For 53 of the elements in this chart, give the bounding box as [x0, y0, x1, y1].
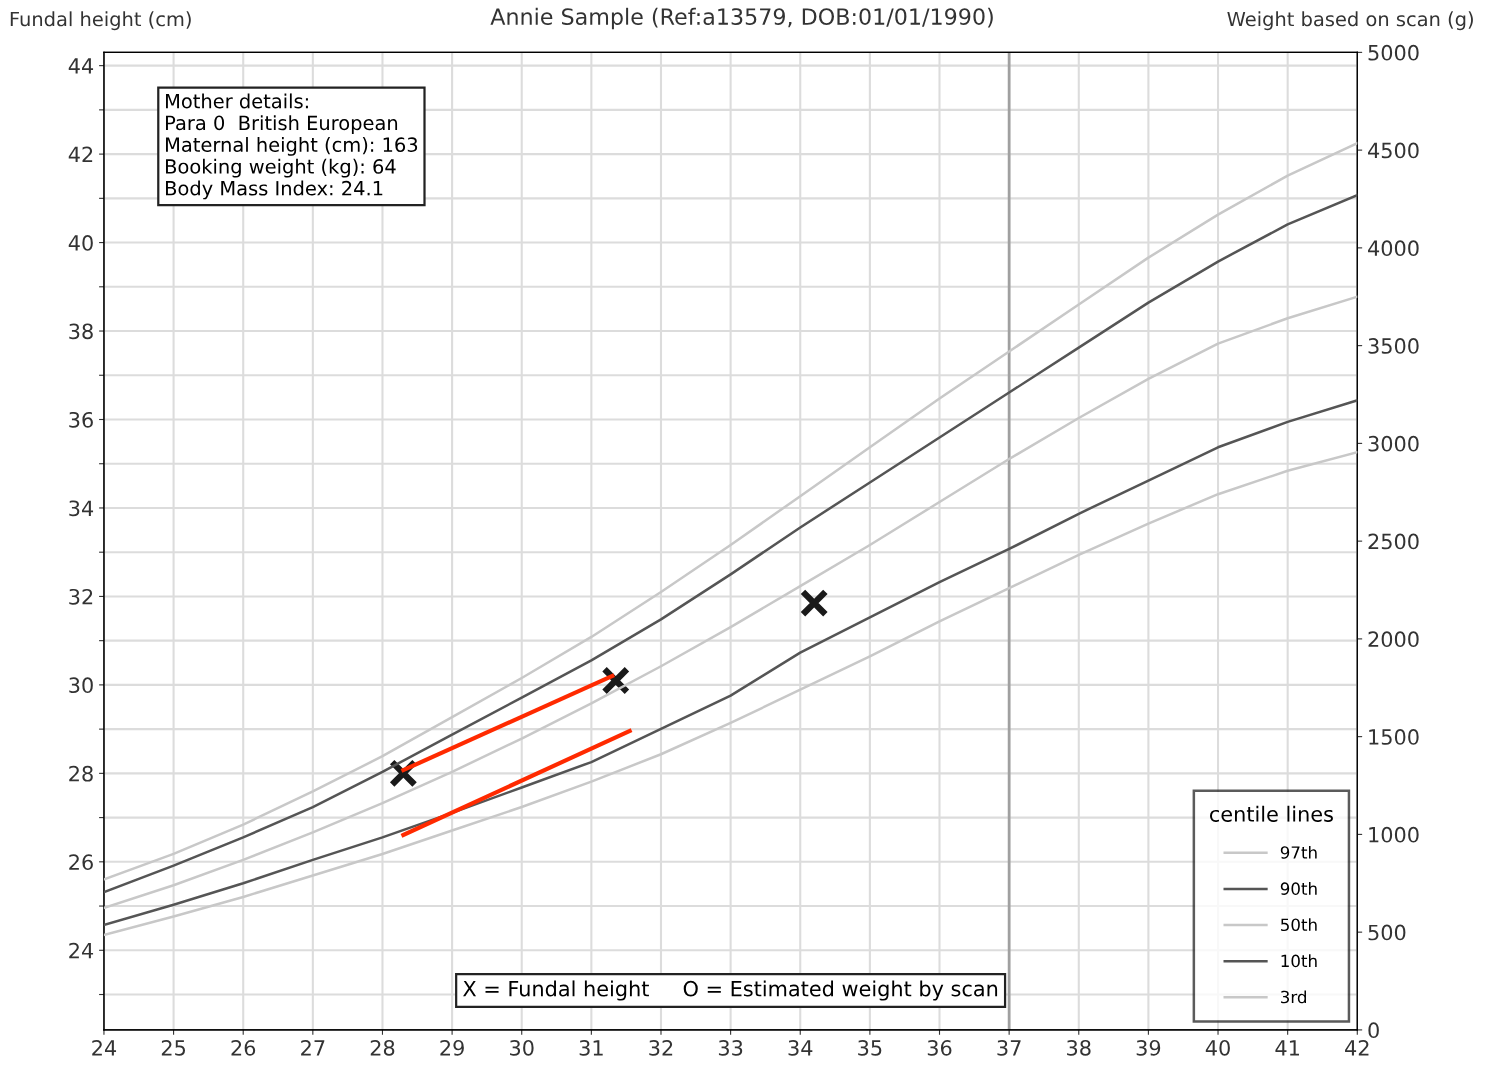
- legend-label: 50th: [1281, 918, 1317, 932]
- y-tick-label: 40: [68, 235, 93, 251]
- y2-axis-title: Weight based on scan (g): [1227, 11, 1473, 31]
- x-tick-label: 38: [1067, 1039, 1091, 1056]
- y2-tick-label: 1500: [1369, 729, 1419, 745]
- legend-label: 10th: [1281, 954, 1317, 968]
- x-tick-label: 30: [510, 1039, 534, 1056]
- y-tick-label: 30: [69, 677, 93, 694]
- legend-label: 97th: [1280, 845, 1317, 859]
- x-tick-label: 40: [1205, 1039, 1230, 1056]
- legend-label: 90th: [1280, 882, 1317, 895]
- x-tick-label: 34: [788, 1039, 813, 1056]
- y-tick-label: 34: [69, 500, 94, 517]
- x-tick-label: 35: [858, 1039, 882, 1056]
- x-tick-label: 36: [927, 1039, 952, 1056]
- chart-title: Annie Sample (Ref:a13579, DOB:01/01/1990): [490, 7, 993, 30]
- y-tick-label: 24: [69, 942, 94, 959]
- x-tick-label: 41: [1275, 1040, 1299, 1056]
- y2-tick-label: 500: [1368, 924, 1406, 941]
- y-tick-label: 36: [69, 411, 93, 428]
- y-tick-label: 26: [69, 854, 93, 871]
- y2-tick-label: 2000: [1368, 631, 1419, 648]
- y-tick-label: 32: [69, 588, 93, 605]
- annotation: X = Fundal height O = Estimated weight by scan: [463, 980, 998, 1001]
- y2-tick-label: 3500: [1368, 338, 1419, 354]
- x-tick-label: 42: [1345, 1039, 1369, 1056]
- x-tick-label: 27: [301, 1039, 325, 1056]
- legend-label: 3rd: [1281, 990, 1306, 1004]
- annotation: Mother details: Para 0 British European Maternal height (cm): 163 Booking weight (kg): 64 Body Mass Index: 24.1: [166, 93, 418, 200]
- y-axis-title: Fundal height (cm): [10, 11, 191, 31]
- x-tick-label: 25: [161, 1039, 186, 1056]
- y2-tick-label: 1000: [1369, 826, 1419, 843]
- y2-tick-label: 2500: [1368, 533, 1419, 550]
- x-tick-label: 24: [92, 1039, 117, 1056]
- x-tick-label: 28: [370, 1039, 395, 1056]
- x-tick-label: 32: [649, 1039, 673, 1056]
- y-tick-label: 44: [68, 58, 94, 74]
- y2-tick-label: 0: [1368, 1022, 1379, 1039]
- x-tick-label: 29: [440, 1039, 464, 1056]
- x-tick-label: 33: [718, 1039, 743, 1056]
- y-tick-label: 28: [69, 765, 93, 782]
- legend-title: centile lines: [1210, 805, 1333, 822]
- y2-tick-label: 4000: [1368, 240, 1419, 257]
- x-tick-label: 39: [1136, 1039, 1161, 1056]
- x-tick-label: 26: [231, 1039, 256, 1056]
- line-series: [103, 295, 1358, 910]
- y2-tick-label: 3000: [1368, 435, 1419, 452]
- x-tick-label: 37: [997, 1039, 1021, 1056]
- x-tick-label: 31: [579, 1039, 603, 1056]
- y-tick-label: 42: [68, 146, 93, 163]
- y-tick-label: 38: [69, 323, 93, 340]
- y2-tick-label: 5000: [1368, 44, 1419, 61]
- y2-tick-label: 4500: [1368, 142, 1419, 159]
